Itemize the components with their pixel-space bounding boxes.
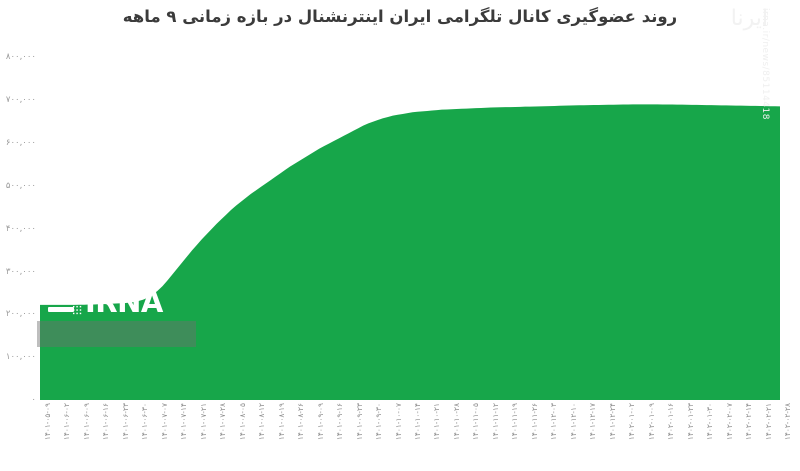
x-axis-tick-label: ۱۴۰۲-۰۲-۰۷	[724, 403, 734, 441]
area-fill-path	[40, 104, 780, 400]
x-axis-tick-label: ۱۴۰۱-۱۱-۱۹	[510, 403, 520, 441]
x-axis-tick-label: ۱۴۰۱-۱۰-۲۱	[432, 403, 442, 441]
plot-area	[40, 36, 780, 400]
x-axis-tick-label: ۱۴۰۱-۰۶-۳۰	[140, 403, 150, 441]
x-axis-tick-label: ۱۴۰۱-۱۱-۲۶	[529, 403, 539, 441]
x-axis-tick-label: ۱۴۰۱-۰۶-۰۹	[81, 403, 91, 441]
x-axis-tick-label: ۱۴۰۲-۰۱-۲۳	[685, 403, 695, 441]
x-axis-tick-label: ۱۴۰۱-۰۶-۱۶	[101, 403, 111, 441]
x-axis-tick-label: ۱۴۰۱-۰۷-۰۷	[159, 403, 169, 441]
area-chart-series	[40, 104, 780, 400]
x-axis-tick-label: ۱۴۰۱-۰۶-۰۲	[62, 403, 72, 441]
x-axis-tick-label: ۱۴۰۱-۰۹-۱۶	[335, 403, 345, 441]
x-axis-tick-label: ۱۴۰۱-۰۷-۱۴	[179, 403, 189, 441]
x-axis-tick-label: ۱۴۰۱-۱۰-۱۴	[413, 403, 422, 441]
x-axis-tick-label: ۱۴۰۱-۱۱-۱۲	[490, 403, 500, 441]
x-axis-tick-label: ۱۴۰۱-۰۹-۰۹	[315, 403, 325, 441]
y-axis-tick-label: ۲۰۰,۰۰۰	[5, 309, 36, 320]
irna-logo-dots-icon	[72, 288, 82, 316]
x-axis-tick-label: ۱۴۰۱-۰۷-۲۱	[198, 403, 208, 441]
y-axis-tick-label: ۸۰۰,۰۰۰	[5, 52, 36, 63]
chart-title: روند عضوگیری کانال تلگرامی ایران اینترنش…	[122, 7, 678, 26]
y-axis-tick-label: ۷۰۰,۰۰۰	[5, 95, 36, 106]
x-axis-tick-label: ۱۴۰۲-۰۱-۰۹	[646, 403, 656, 441]
x-axis-tick-label: ۱۴۰۲-۰۱-۰۲	[627, 403, 637, 441]
x-axis-tick-label: ۱۴۰۱-۱۱-۰۵	[471, 403, 481, 441]
x-axis-tick-label: ۱۴۰۱-۰۵-۰۹	[43, 403, 52, 441]
x-axis-tick-label: ۱۴۰۲-۰۲-۱۴	[744, 403, 754, 441]
x-axis-tick-label: ۱۴۰۲-۰۲-۲۸	[783, 403, 792, 441]
x-axis-tick-group: ۱۴۰۱-۰۵-۰۹ ۱۴۰۱-۰۶-۰۲ ۱۴۰۱-۰۶-۰۹ ۱۴۰۱-۰۶-۱۶…	[0, 403, 800, 471]
x-axis-tick-label: ۱۴۰۱-۰۹-۲۳	[354, 403, 364, 441]
irna-logo: IRNA	[48, 281, 196, 323]
x-axis-tick-label: ۱۴۰۱-۰۸-۰۵	[237, 403, 247, 441]
y-axis-tick-label: ۵۰۰,۰۰۰	[5, 180, 36, 191]
x-axis-tick-label: ۱۴۰۱-۱۲-۲۴	[607, 403, 617, 441]
x-axis-tick-label: ۱۴۰۱-۰۸-۱۹	[276, 403, 286, 441]
y-axis-tick-label: ۶۰۰,۰۰۰	[5, 138, 36, 149]
y-axis-tick-label: ۳۰۰,۰۰۰	[5, 266, 36, 277]
y-axis-tick-label: ۴۰۰,۰۰۰	[5, 223, 36, 234]
x-axis-tick-label: ۱۴۰۲-۰۱-۱۶	[666, 403, 676, 441]
irna-logo-mark-icon	[48, 288, 82, 316]
x-axis-tick-label: ۱۴۰۱-۰۸-۱۲	[257, 403, 267, 441]
x-axis-tick-label: ۱۴۰۱-۱۲-۱۷	[588, 403, 598, 441]
y-axis-tick-label: ۰	[31, 395, 36, 405]
watermark-glyph-icon: ایرنا	[730, 6, 768, 31]
x-axis-tick-label: ۱۴۰۱-۱۲-۰۳	[549, 403, 559, 441]
x-axis-tick-label: ۱۴۰۱-۰۶-۲۳	[120, 403, 130, 441]
x-axis-tick-label: ۱۴۰۱-۱۲-۱۰	[568, 403, 578, 441]
y-axis-tick-label: ۱۰۰,۰۰۰	[5, 352, 36, 363]
x-axis-tick-label: ۱۴۰۱-۱۰-۰۷	[393, 403, 403, 441]
irna-logo-wordmark: IRNA	[85, 284, 163, 319]
gray-highlight-band	[37, 321, 196, 347]
x-axis-tick-label: ۱۴۰۲-۰۱-۳۰	[705, 403, 715, 441]
x-axis-tick-label: ۱۴۰۱-۰۸-۲۶	[296, 403, 306, 441]
x-axis-tick-label: ۱۴۰۱-۰۹-۳۰	[374, 403, 384, 441]
x-axis-tick-label: ۱۴۰۲-۰۲-۲۱	[763, 403, 773, 441]
x-axis-tick-label: ۱۴۰۱-۱۰-۲۸	[451, 403, 461, 441]
x-axis-tick-label: ۱۴۰۱-۰۷-۲۸	[218, 403, 228, 441]
